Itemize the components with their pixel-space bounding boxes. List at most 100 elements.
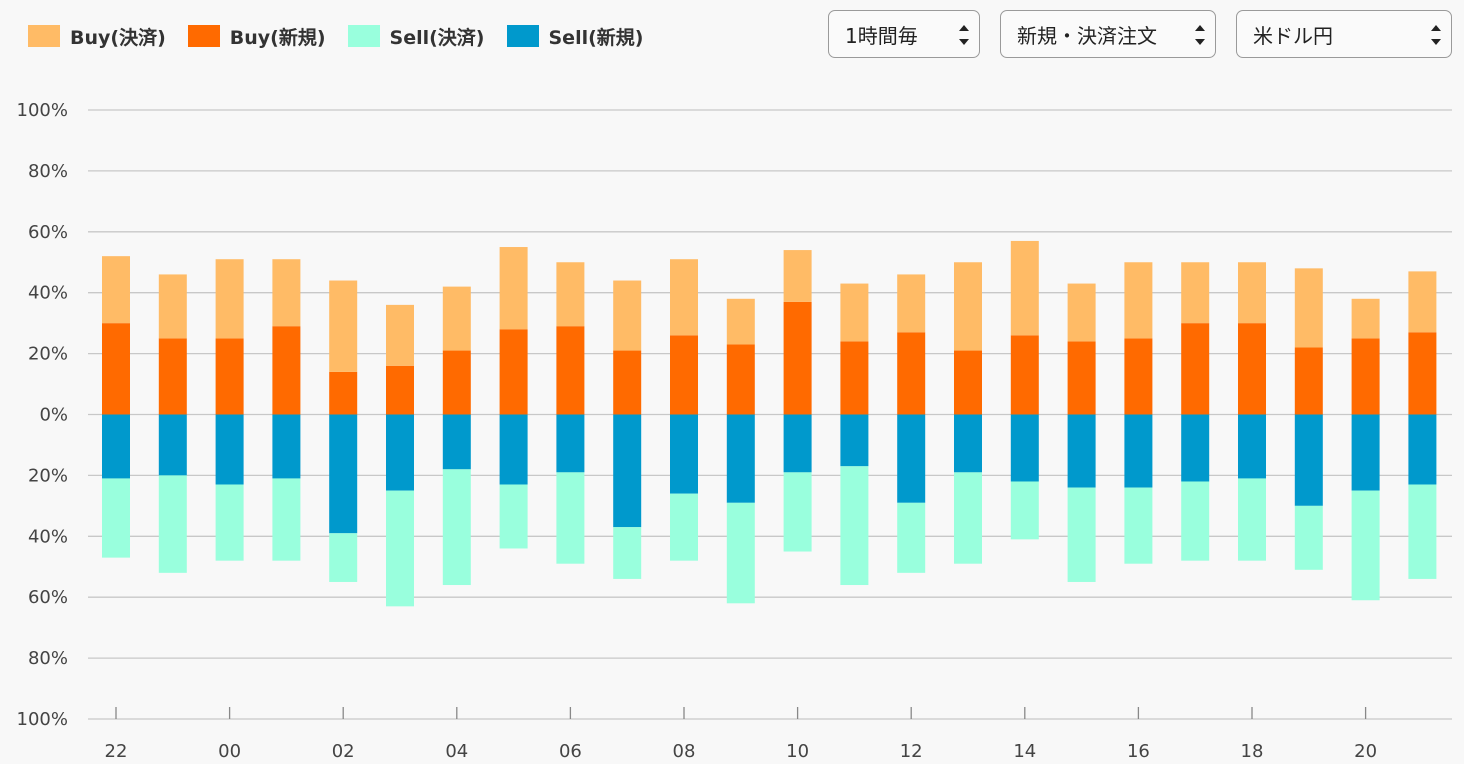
bar-buy-new[interactable] — [158, 338, 187, 415]
bar-buy-new[interactable] — [670, 335, 698, 415]
bar-sell-new[interactable] — [670, 414, 698, 494]
bar-sell-close[interactable] — [897, 502, 926, 573]
bar-buy-close[interactable] — [1067, 283, 1096, 342]
bar-sell-new[interactable] — [1408, 414, 1437, 485]
bar-buy-close[interactable] — [1124, 262, 1153, 339]
bar-buy-new[interactable] — [1294, 347, 1323, 415]
bar-buy-close[interactable] — [329, 280, 358, 372]
bar-sell-close[interactable] — [499, 484, 528, 549]
bar-buy-new[interactable] — [499, 329, 528, 415]
bar-sell-close[interactable] — [556, 472, 585, 564]
bar-buy-new[interactable] — [1408, 332, 1437, 415]
bar-buy-new[interactable] — [1351, 338, 1380, 415]
bar-buy-close[interactable] — [783, 250, 812, 302]
bar-buy-new[interactable] — [840, 341, 869, 415]
bar-sell-close[interactable] — [158, 475, 187, 573]
bar-sell-close[interactable] — [726, 502, 755, 604]
bar-sell-close[interactable] — [1238, 478, 1266, 561]
bar-sell-new[interactable] — [1294, 414, 1323, 506]
bar-sell-close[interactable] — [1351, 490, 1380, 601]
bar-sell-close[interactable] — [215, 484, 244, 561]
bar-sell-new[interactable] — [499, 414, 528, 485]
bar-sell-close[interactable] — [1294, 505, 1323, 570]
bar-sell-new[interactable] — [1067, 414, 1096, 488]
bar-buy-close[interactable] — [840, 283, 869, 342]
bar-buy-close[interactable] — [1294, 268, 1323, 348]
bar-buy-new[interactable] — [556, 326, 585, 415]
bar-sell-close[interactable] — [272, 478, 301, 561]
bar-sell-new[interactable] — [1010, 414, 1039, 482]
bar-sell-close[interactable] — [1181, 481, 1210, 561]
bar-buy-new[interactable] — [1067, 341, 1096, 415]
bar-sell-new[interactable] — [1181, 414, 1210, 482]
bar-buy-new[interactable] — [1181, 323, 1210, 415]
bar-buy-close[interactable] — [954, 262, 982, 351]
bar-buy-new[interactable] — [726, 344, 755, 415]
bar-sell-new[interactable] — [840, 414, 869, 467]
bar-sell-new[interactable] — [102, 414, 130, 479]
bar-buy-close[interactable] — [1181, 262, 1210, 324]
bar-buy-close[interactable] — [670, 259, 698, 336]
bar-buy-new[interactable] — [442, 350, 471, 415]
bar-sell-close[interactable] — [1124, 487, 1153, 564]
bar-sell-new[interactable] — [613, 414, 642, 528]
bar-buy-close[interactable] — [613, 280, 642, 351]
bar-sell-close[interactable] — [783, 472, 812, 552]
bar-buy-new[interactable] — [329, 371, 358, 415]
bar-buy-new[interactable] — [1238, 323, 1266, 415]
bar-buy-close[interactable] — [1010, 240, 1039, 336]
bar-sell-close[interactable] — [840, 466, 869, 586]
bar-sell-new[interactable] — [783, 414, 812, 473]
bar-buy-close[interactable] — [272, 259, 301, 327]
legend-item-sell-close[interactable]: Sell(決済) — [347, 23, 485, 50]
bar-buy-close[interactable] — [386, 304, 414, 366]
bar-sell-new[interactable] — [556, 414, 585, 473]
bar-sell-new[interactable] — [215, 414, 244, 485]
bar-buy-close[interactable] — [1238, 262, 1266, 324]
bar-sell-new[interactable] — [272, 414, 301, 479]
bar-sell-close[interactable] — [386, 490, 414, 607]
bar-buy-close[interactable] — [158, 274, 187, 339]
bar-sell-close[interactable] — [670, 493, 698, 561]
bar-buy-new[interactable] — [783, 301, 812, 415]
bar-sell-new[interactable] — [329, 414, 358, 534]
bar-buy-close[interactable] — [556, 262, 585, 327]
bar-sell-new[interactable] — [442, 414, 471, 470]
bar-sell-new[interactable] — [158, 414, 187, 476]
bar-buy-new[interactable] — [954, 350, 982, 415]
bar-buy-new[interactable] — [613, 350, 642, 415]
bar-buy-close[interactable] — [726, 298, 755, 345]
bar-buy-new[interactable] — [215, 338, 244, 415]
bar-sell-new[interactable] — [386, 414, 414, 491]
bar-buy-close[interactable] — [1351, 298, 1380, 339]
bar-sell-new[interactable] — [1238, 414, 1266, 479]
bar-buy-new[interactable] — [102, 323, 130, 415]
bar-sell-new[interactable] — [897, 414, 926, 503]
bar-buy-new[interactable] — [897, 332, 926, 415]
bar-buy-new[interactable] — [272, 326, 301, 415]
bar-sell-close[interactable] — [1408, 484, 1437, 579]
bar-sell-new[interactable] — [726, 414, 755, 503]
bar-buy-new[interactable] — [386, 365, 414, 415]
bar-sell-new[interactable] — [1351, 414, 1380, 491]
bar-sell-close[interactable] — [613, 527, 642, 579]
legend-item-sell-new[interactable]: Sell(新規) — [506, 23, 643, 50]
bar-buy-new[interactable] — [1124, 338, 1153, 415]
legend-item-buy-new[interactable]: Buy(新規) — [187, 23, 326, 50]
bar-buy-close[interactable] — [1408, 271, 1437, 333]
bar-buy-close[interactable] — [442, 286, 471, 351]
bar-buy-close[interactable] — [897, 274, 926, 333]
bar-buy-close[interactable] — [215, 259, 244, 339]
bar-sell-close[interactable] — [1010, 481, 1039, 540]
order-type-select[interactable]: 新規・決済注文 — [1000, 10, 1216, 58]
bar-sell-close[interactable] — [1067, 487, 1096, 582]
bar-buy-close[interactable] — [499, 247, 528, 330]
currency-pair-select[interactable]: 米ドル円 — [1236, 10, 1452, 58]
bar-sell-close[interactable] — [954, 472, 982, 564]
bar-sell-new[interactable] — [954, 414, 982, 473]
bar-sell-close[interactable] — [442, 469, 471, 586]
bar-sell-close[interactable] — [102, 478, 130, 558]
bar-buy-new[interactable] — [1010, 335, 1039, 415]
bar-sell-close[interactable] — [329, 533, 358, 582]
bar-sell-new[interactable] — [1124, 414, 1153, 488]
